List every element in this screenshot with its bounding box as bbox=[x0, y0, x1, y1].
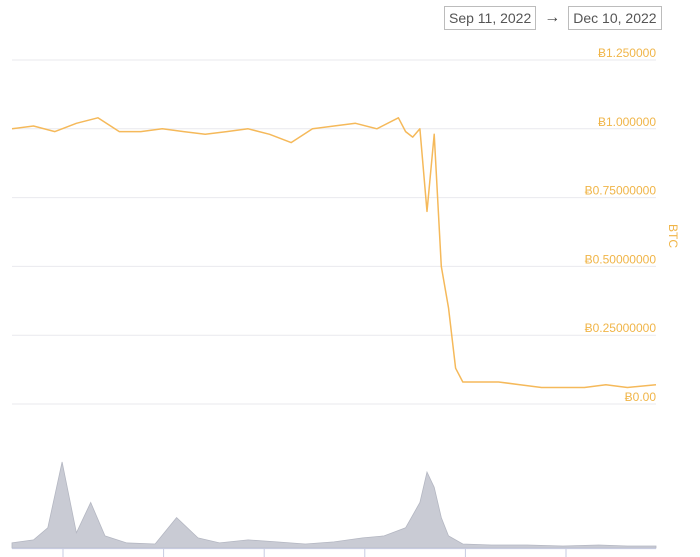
y-axis-label: BTC bbox=[666, 224, 680, 248]
end-date-field[interactable]: Dec 10, 2022 bbox=[568, 6, 662, 30]
y-tick-label: Ƀ1.000000 bbox=[598, 115, 656, 129]
y-tick-label: Ƀ0.25000000 bbox=[585, 321, 657, 335]
price-line bbox=[11, 117, 657, 389]
y-tick-label: Ƀ0.50000000 bbox=[585, 252, 657, 266]
start-date-field[interactable]: Sep 11, 2022 bbox=[444, 6, 537, 30]
date-range-selector: Sep 11, 2022 → Dec 10, 2022 bbox=[444, 6, 662, 30]
y-tick-label: Ƀ0.00 bbox=[625, 390, 657, 404]
y-tick-label: Ƀ0.75000000 bbox=[585, 184, 657, 198]
range-arrow-icon: → bbox=[544, 9, 561, 26]
volume-area bbox=[11, 461, 657, 549]
y-tick-label: Ƀ1.250000 bbox=[598, 46, 656, 60]
